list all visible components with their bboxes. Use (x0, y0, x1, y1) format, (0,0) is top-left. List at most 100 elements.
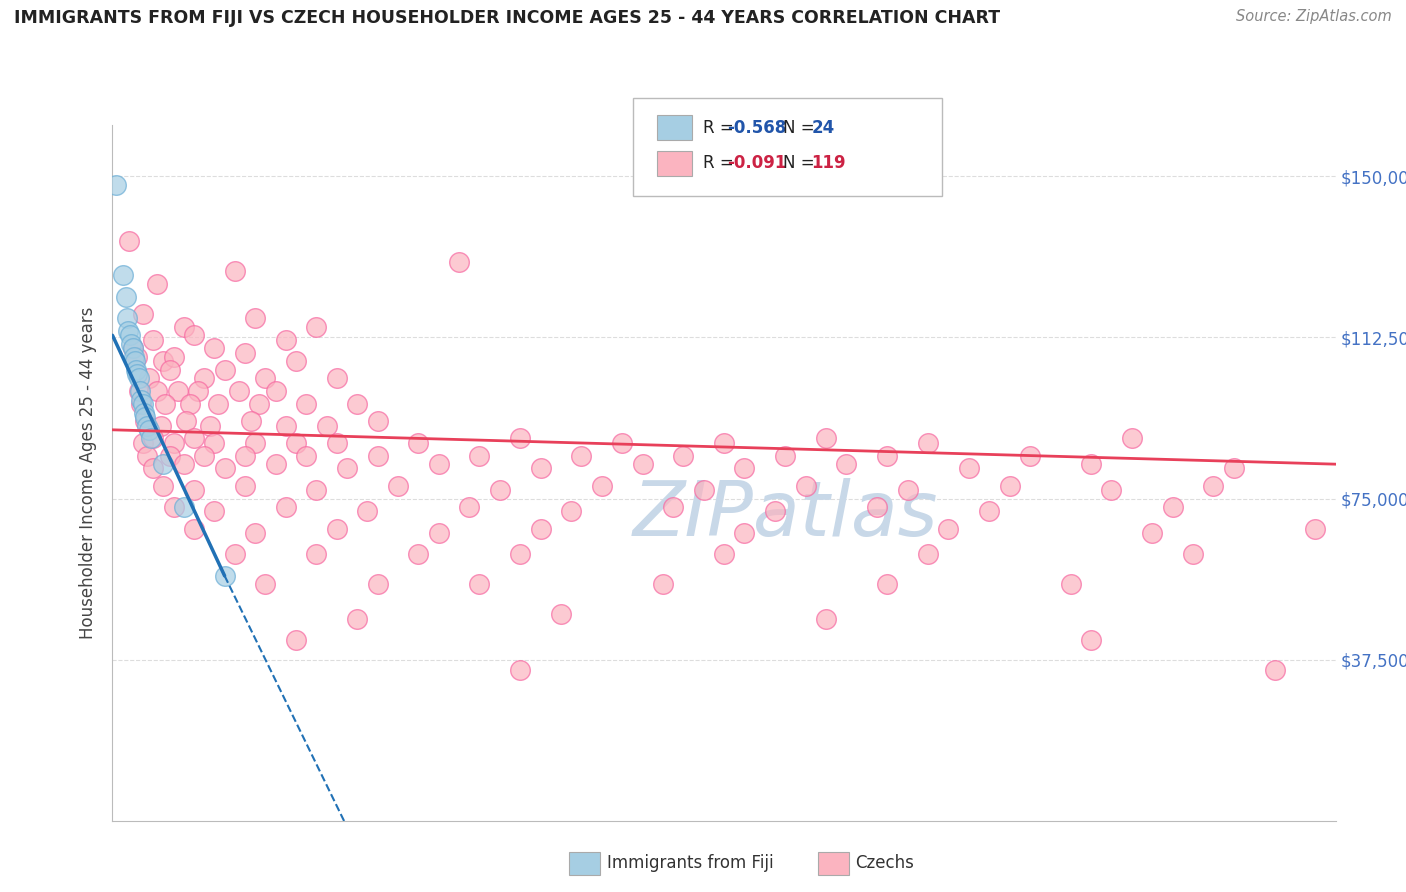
Point (233, 478, 256, 492)
Text: -0.568: -0.568 (727, 119, 786, 136)
Point (179, 397, 201, 411)
Point (125, 362, 148, 376)
Point (346, 612, 368, 626)
Point (136, 449, 159, 463)
Point (957, 461, 980, 475)
Point (115, 311, 138, 326)
Point (1202, 478, 1225, 492)
Point (132, 307, 155, 321)
Point (132, 435, 155, 450)
Point (1018, 449, 1040, 463)
Point (387, 478, 409, 492)
Point (876, 449, 898, 463)
Point (897, 483, 920, 497)
Point (155, 397, 177, 411)
Point (835, 457, 858, 471)
Point (150, 418, 173, 433)
Point (529, 522, 551, 536)
Point (200, 418, 222, 433)
Point (866, 500, 889, 515)
Point (134, 409, 156, 424)
Text: ZIPatlas: ZIPatlas (633, 477, 938, 551)
Point (163, 500, 186, 515)
Point (468, 577, 491, 591)
Point (173, 319, 195, 334)
Point (631, 457, 654, 471)
Text: Immigrants from Fiji: Immigrants from Fiji (607, 855, 775, 872)
Point (173, 500, 195, 515)
Point (734, 461, 756, 475)
Point (326, 522, 349, 536)
Point (247, 397, 270, 411)
Point (132, 397, 155, 411)
Point (111, 268, 134, 283)
Point (245, 525, 267, 540)
Point (979, 504, 1001, 518)
Point (136, 418, 159, 433)
Point (122, 341, 145, 355)
Point (142, 431, 165, 445)
Point (672, 449, 695, 463)
Point (610, 435, 633, 450)
Point (264, 457, 287, 471)
Point (1080, 633, 1102, 648)
Point (122, 341, 145, 355)
Point (815, 612, 838, 626)
Point (305, 483, 328, 497)
Point (134, 414, 156, 428)
Point (152, 354, 174, 368)
Point (120, 337, 142, 351)
Point (124, 354, 146, 368)
Point (163, 435, 186, 450)
Point (1060, 577, 1083, 591)
Point (284, 354, 308, 368)
Point (245, 311, 267, 326)
Point (146, 384, 169, 399)
Point (1305, 522, 1327, 536)
Point (529, 461, 551, 475)
Point (254, 577, 277, 591)
Point (468, 449, 491, 463)
Point (284, 435, 308, 450)
Point (427, 525, 450, 540)
Point (159, 449, 181, 463)
Point (366, 414, 388, 428)
Point (366, 449, 388, 463)
Point (224, 547, 246, 561)
Point (240, 414, 263, 428)
Point (315, 418, 337, 433)
Point (509, 547, 531, 561)
Text: R =: R = (703, 119, 740, 136)
Point (141, 431, 163, 445)
Point (128, 384, 150, 399)
Point (274, 333, 297, 347)
Point (183, 483, 205, 497)
Point (876, 577, 898, 591)
Point (117, 324, 139, 338)
Point (305, 547, 328, 561)
Point (1223, 461, 1246, 475)
Point (193, 371, 215, 385)
Point (204, 504, 226, 518)
Point (936, 522, 959, 536)
Point (214, 362, 236, 376)
Point (1181, 547, 1204, 561)
Point (1264, 663, 1286, 677)
Point (166, 384, 188, 399)
Point (174, 414, 197, 428)
Text: 119: 119 (811, 154, 846, 172)
Point (118, 328, 141, 343)
Point (917, 435, 939, 450)
Point (489, 483, 512, 497)
Text: IMMIGRANTS FROM FIJI VS CZECH HOUSEHOLDER INCOME AGES 25 - 44 YEARS CORRELATION : IMMIGRANTS FROM FIJI VS CZECH HOUSEHOLDE… (14, 9, 1000, 27)
Point (284, 633, 308, 648)
Point (129, 392, 152, 407)
Point (264, 384, 287, 399)
Point (152, 478, 174, 492)
Point (693, 483, 716, 497)
Point (560, 504, 582, 518)
Text: Czechs: Czechs (855, 855, 914, 872)
Text: Source: ZipAtlas.com: Source: ZipAtlas.com (1236, 9, 1392, 24)
Point (104, 178, 127, 192)
Point (183, 431, 205, 445)
